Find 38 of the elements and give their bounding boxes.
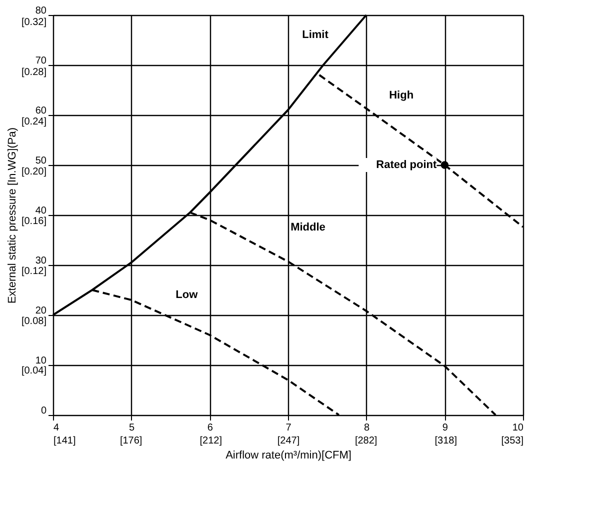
x2-tick-label: [141] xyxy=(54,436,76,446)
series-label: Limit xyxy=(302,29,329,41)
y-tick-label: 10 xyxy=(35,356,47,366)
x-tick-label: 10 xyxy=(512,422,524,434)
y-tick-label: 20 xyxy=(35,306,47,316)
x2-tick-label: [212] xyxy=(200,436,222,446)
x-tick-label: 6 xyxy=(207,422,214,434)
y2-tick-label: [0.24] xyxy=(21,116,47,128)
x2-tick-label: [176] xyxy=(120,436,142,446)
y2-tick-label: [0.12] xyxy=(21,266,47,278)
x-tick-label: 7 xyxy=(286,422,292,434)
y2-tick-label: [0.28] xyxy=(21,66,47,78)
text: Middle xyxy=(290,222,326,234)
x-tick-label: 4 xyxy=(54,422,60,434)
y-tick-label: 50 xyxy=(35,156,47,166)
y2-tick-label: [0.32] xyxy=(21,16,47,28)
y2-tick-label: [0.20] xyxy=(21,166,47,178)
y2-tick-label: [0.08] xyxy=(21,316,47,327)
series-label: High xyxy=(389,90,414,102)
y2-tick-label: [0.04] xyxy=(21,366,47,377)
series-label: Low xyxy=(176,289,198,301)
annotation: Rated point xyxy=(376,159,437,171)
y-tick-label: 40 xyxy=(35,206,47,216)
y-tick-label: 60 xyxy=(35,106,47,116)
x-axis-title: Airflow rate(m³/min)[CFM] xyxy=(226,450,352,462)
x2-tick-label: [282] xyxy=(354,436,378,446)
y2-axis-title: External static pressure [In.WG](Pa) xyxy=(6,127,18,304)
x2-tick-label: [247] xyxy=(277,436,300,446)
y-tick-label: 30 xyxy=(35,256,47,266)
y-tick-label: 80 xyxy=(35,6,47,16)
y2-tick-label: [0.16] xyxy=(21,216,47,228)
x2-tick-label: [318] xyxy=(434,436,458,446)
y-tick-label: 70 xyxy=(35,56,47,66)
x-tick-label: 5 xyxy=(129,422,136,434)
x-tick-label: 9 xyxy=(442,422,448,434)
x-tick-label: 8 xyxy=(364,422,370,434)
y-tick-label: 0 xyxy=(40,406,47,416)
x2-tick-label: [353] xyxy=(501,436,524,446)
